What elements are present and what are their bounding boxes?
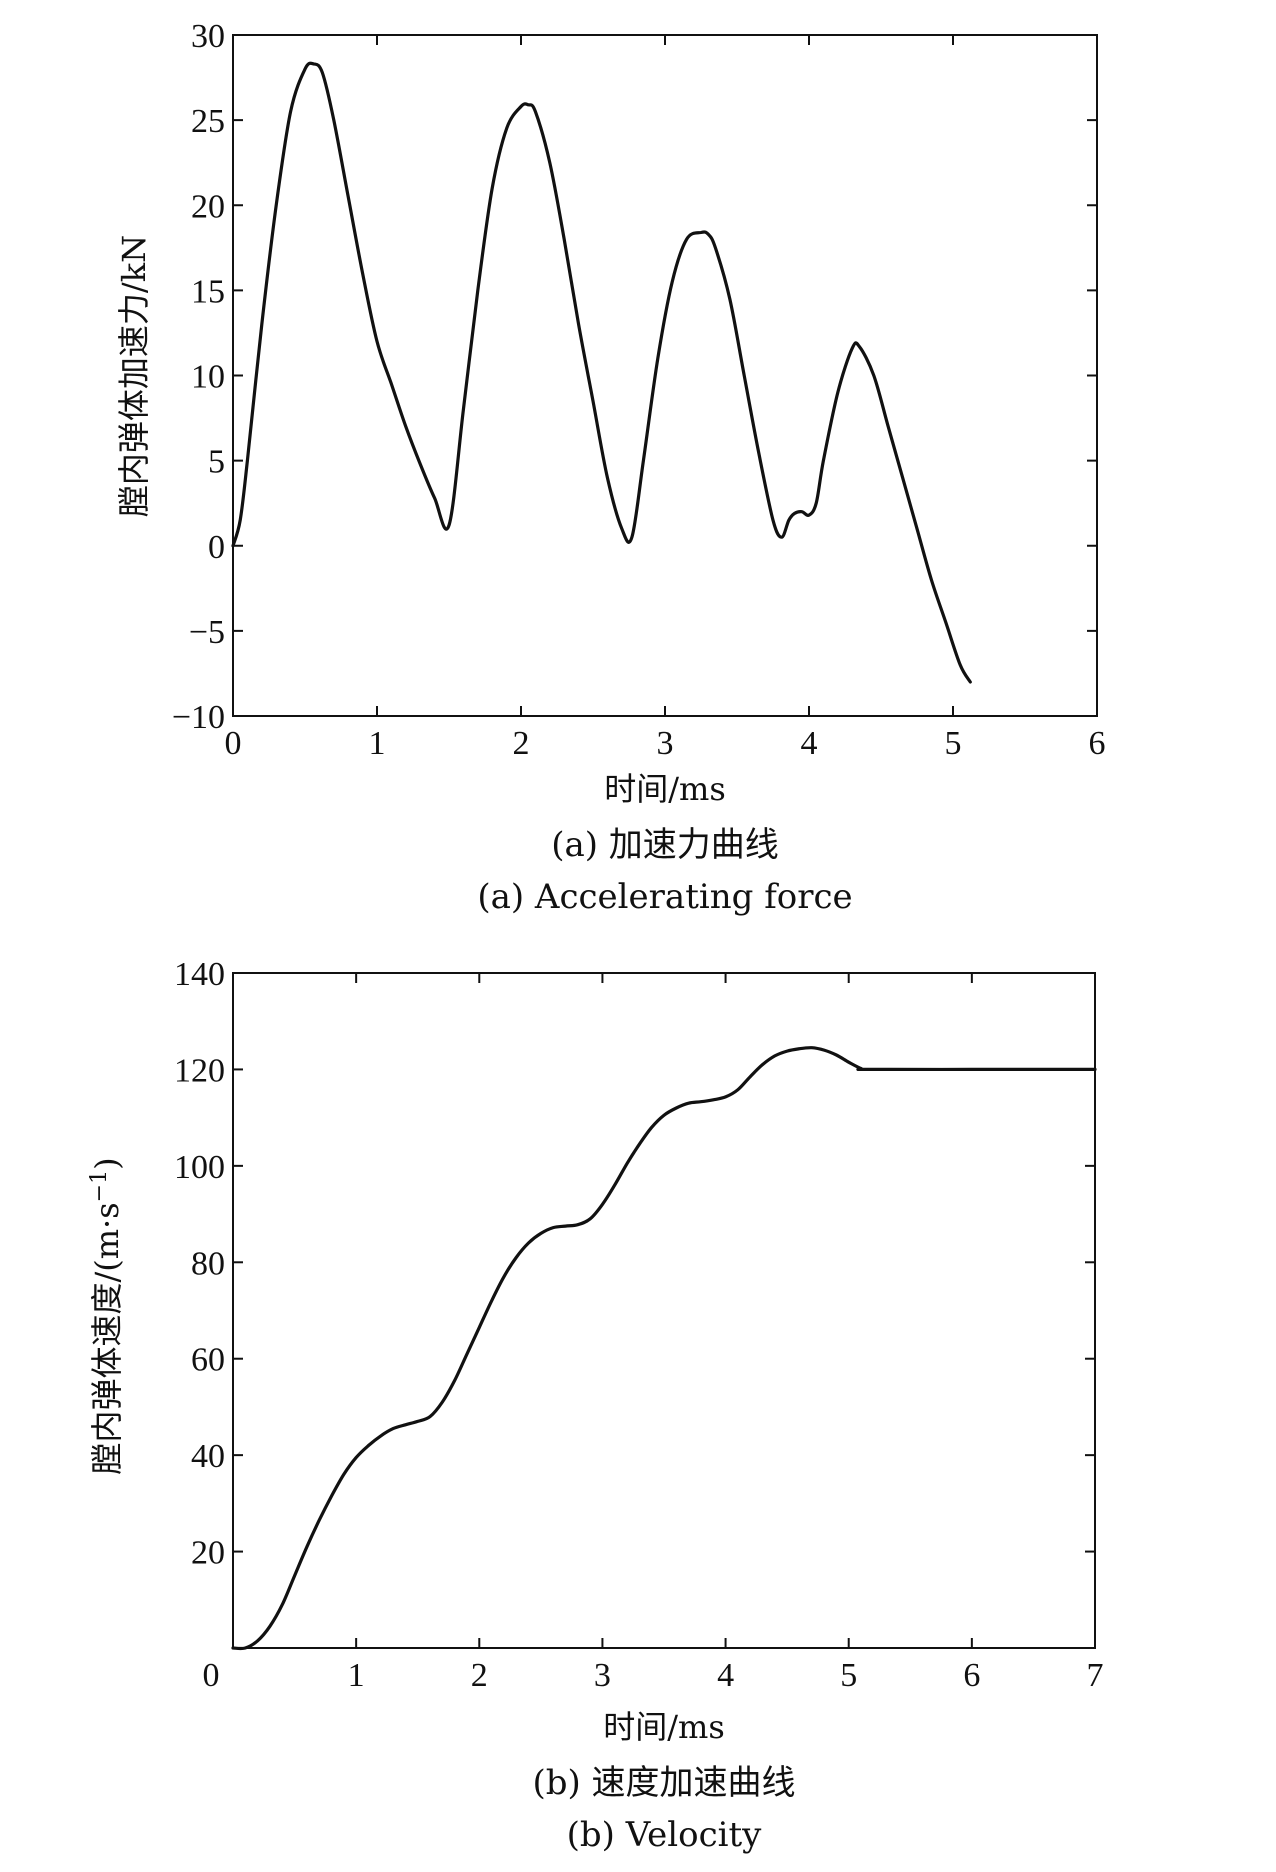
force-y-tick-labels: −10 −5 0 5 10 15 20 25 30 xyxy=(172,18,225,736)
velocity-y-label-end: ) xyxy=(88,1157,126,1169)
force-curve xyxy=(231,61,972,684)
y-tick-label: 10 xyxy=(191,359,225,396)
y-tick-label: 80 xyxy=(191,1245,225,1282)
y-tick-label: 40 xyxy=(191,1438,225,1475)
velocity-chart: 0 1 2 3 4 5 6 7 20 40 60 80 100 120 140 时间/ms 膛内弹体速度/… xyxy=(87,956,1104,1855)
x-tick-label: 4 xyxy=(717,1657,734,1694)
velocity-curve xyxy=(231,1046,1097,1651)
x-tick-label: 4 xyxy=(801,725,818,762)
x-tick-label: 2 xyxy=(513,725,530,762)
velocity-x-tick-labels: 0 1 2 3 4 5 6 7 xyxy=(203,1657,1104,1694)
x-tick-label: 6 xyxy=(1089,725,1106,762)
y-tick-label: 15 xyxy=(191,273,225,310)
x-tick-label: 1 xyxy=(369,725,386,762)
force-axis-ticks xyxy=(232,34,1098,717)
velocity-x-axis-label: 时间/ms xyxy=(603,1708,725,1746)
force-chart: 0 1 2 3 4 5 6 −10 −5 0 5 10 15 20 25 30 时间/ms 膛内弹体加速力/… xyxy=(115,18,1106,917)
y-tick-label: 140 xyxy=(174,956,225,993)
y-tick-label: 20 xyxy=(191,188,225,225)
velocity-caption-cn: (b) 速度加速曲线 xyxy=(532,1763,795,1803)
x-tick-label: 6 xyxy=(963,1657,980,1694)
y-tick-label: 100 xyxy=(174,1149,225,1186)
velocity-y-label-main: 膛内弹体速度/(m·s xyxy=(88,1202,126,1474)
velocity-y-label-sup: −1 xyxy=(87,1170,112,1202)
force-caption-en: (a) Accelerating force xyxy=(477,877,852,917)
x-tick-label: 5 xyxy=(945,725,962,762)
y-tick-label: 5 xyxy=(208,444,225,481)
velocity-plot-frame xyxy=(232,972,1096,1649)
velocity-y-axis-label: 膛内弹体速度/(m·s−1) xyxy=(87,1157,126,1474)
x-tick-label: 3 xyxy=(594,1657,611,1694)
x-tick-label: 2 xyxy=(471,1657,488,1694)
y-tick-label: −10 xyxy=(172,699,225,736)
y-tick-label: 30 xyxy=(191,18,225,55)
force-x-axis-label: 时间/ms xyxy=(604,770,726,808)
x-tick-label: 5 xyxy=(840,1657,857,1694)
y-tick-label: 20 xyxy=(191,1535,225,1572)
y-tick-label: 60 xyxy=(191,1342,225,1379)
force-y-axis-label: 膛内弹体加速力/kN xyxy=(115,235,153,517)
velocity-y-tick-labels: 20 40 60 80 100 120 140 xyxy=(174,956,225,1572)
force-plot-frame xyxy=(232,34,1098,717)
force-caption-cn: (a) 加速力曲线 xyxy=(551,825,779,865)
velocity-caption-en: (b) Velocity xyxy=(567,1815,763,1855)
x-tick-label: 0 xyxy=(203,1657,220,1694)
y-tick-label: 25 xyxy=(191,103,225,140)
y-tick-label: 120 xyxy=(174,1052,225,1089)
x-tick-label: 3 xyxy=(657,725,674,762)
x-tick-label: 1 xyxy=(348,1657,365,1694)
x-tick-label: 0 xyxy=(225,725,242,762)
x-tick-label: 7 xyxy=(1087,1657,1104,1694)
y-tick-label: −5 xyxy=(189,614,225,651)
force-x-tick-labels: 0 1 2 3 4 5 6 xyxy=(225,725,1106,762)
velocity-axis-ticks xyxy=(232,972,1096,1648)
y-tick-label: 0 xyxy=(208,529,225,566)
